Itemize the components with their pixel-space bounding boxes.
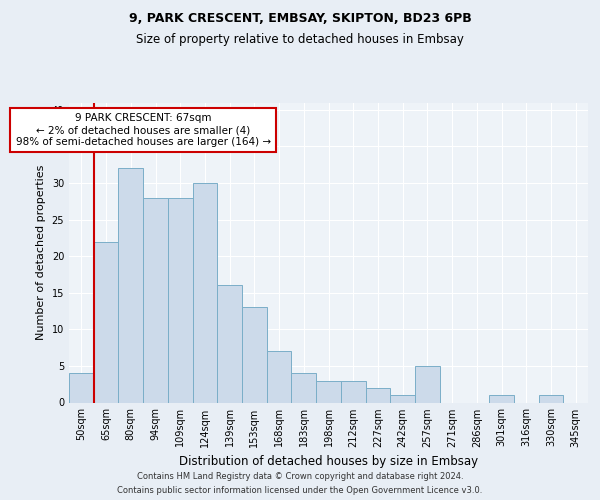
Text: Contains HM Land Registry data © Crown copyright and database right 2024.: Contains HM Land Registry data © Crown c… [137, 472, 463, 481]
Bar [242, 308, 267, 402]
Bar [193, 183, 217, 402]
Bar [415, 366, 440, 403]
Bar [267, 352, 292, 403]
Bar [390, 395, 415, 402]
Bar [143, 198, 168, 402]
Bar [341, 380, 365, 402]
Bar [292, 373, 316, 402]
Text: 9, PARK CRESCENT, EMBSAY, SKIPTON, BD23 6PB: 9, PARK CRESCENT, EMBSAY, SKIPTON, BD23 … [128, 12, 472, 26]
Text: Contains public sector information licensed under the Open Government Licence v3: Contains public sector information licen… [118, 486, 482, 495]
Text: 9 PARK CRESCENT: 67sqm
← 2% of detached houses are smaller (4)
98% of semi-detac: 9 PARK CRESCENT: 67sqm ← 2% of detached … [16, 114, 271, 146]
Y-axis label: Number of detached properties: Number of detached properties [36, 165, 46, 340]
Bar [316, 380, 341, 402]
Bar [489, 395, 514, 402]
Bar [217, 286, 242, 403]
Bar [168, 198, 193, 402]
Bar [94, 242, 118, 402]
Bar [365, 388, 390, 402]
Text: Size of property relative to detached houses in Embsay: Size of property relative to detached ho… [136, 32, 464, 46]
Bar [118, 168, 143, 402]
X-axis label: Distribution of detached houses by size in Embsay: Distribution of detached houses by size … [179, 455, 478, 468]
Bar [539, 395, 563, 402]
Bar [69, 373, 94, 402]
